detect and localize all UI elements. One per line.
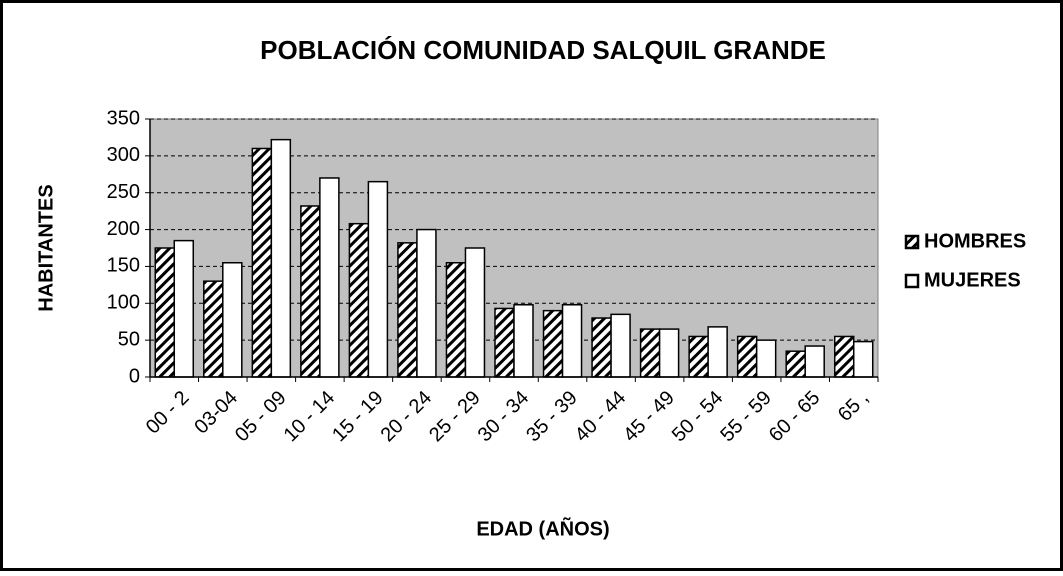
- y-tick-label: 300: [107, 144, 140, 166]
- y-tick-label: 250: [107, 181, 140, 203]
- y-tick-label: 350: [107, 107, 140, 129]
- bar: [300, 205, 321, 378]
- bar: [445, 261, 467, 378]
- bar: [688, 335, 709, 378]
- y-tick-label: 50: [118, 328, 140, 350]
- bar: [416, 228, 437, 378]
- bar: [173, 239, 195, 378]
- bar: [591, 317, 612, 378]
- bar: [639, 328, 661, 378]
- bar: [513, 304, 534, 378]
- bar: [270, 138, 292, 378]
- legend-label: HOMBRES: [924, 230, 1026, 252]
- legend-label: MUJERES: [924, 269, 1021, 291]
- bar: [397, 242, 418, 378]
- bar: [494, 307, 515, 378]
- bar: [251, 147, 273, 378]
- bar: [464, 247, 486, 378]
- bar: [804, 345, 825, 378]
- bar: [203, 280, 224, 378]
- bar: [736, 335, 758, 378]
- bar: [542, 309, 564, 378]
- bar: [348, 222, 370, 378]
- legend-swatch: [904, 273, 920, 289]
- y-axis-label: HABITANTES: [35, 184, 57, 311]
- y-tick-label: 0: [129, 365, 140, 387]
- bar: [154, 247, 176, 378]
- bar: [833, 335, 855, 378]
- bar: [852, 340, 874, 378]
- bar: [367, 180, 389, 378]
- bar: [610, 313, 631, 378]
- y-tick-label: 150: [107, 255, 140, 277]
- legend-swatch: [904, 234, 920, 250]
- bar: [658, 328, 680, 378]
- bar: [319, 177, 340, 378]
- bar: [707, 326, 728, 378]
- y-tick-label: 200: [107, 218, 140, 240]
- bar: [785, 350, 806, 378]
- x-axis-label: EDAD (AÑOS): [476, 517, 609, 540]
- bar: [561, 304, 583, 378]
- y-tick-label: 100: [107, 292, 140, 314]
- bar: [755, 339, 777, 378]
- bar: [222, 261, 243, 378]
- chart-title: POBLACIÓN COMUNIDAD SALQUIL GRANDE: [260, 35, 826, 65]
